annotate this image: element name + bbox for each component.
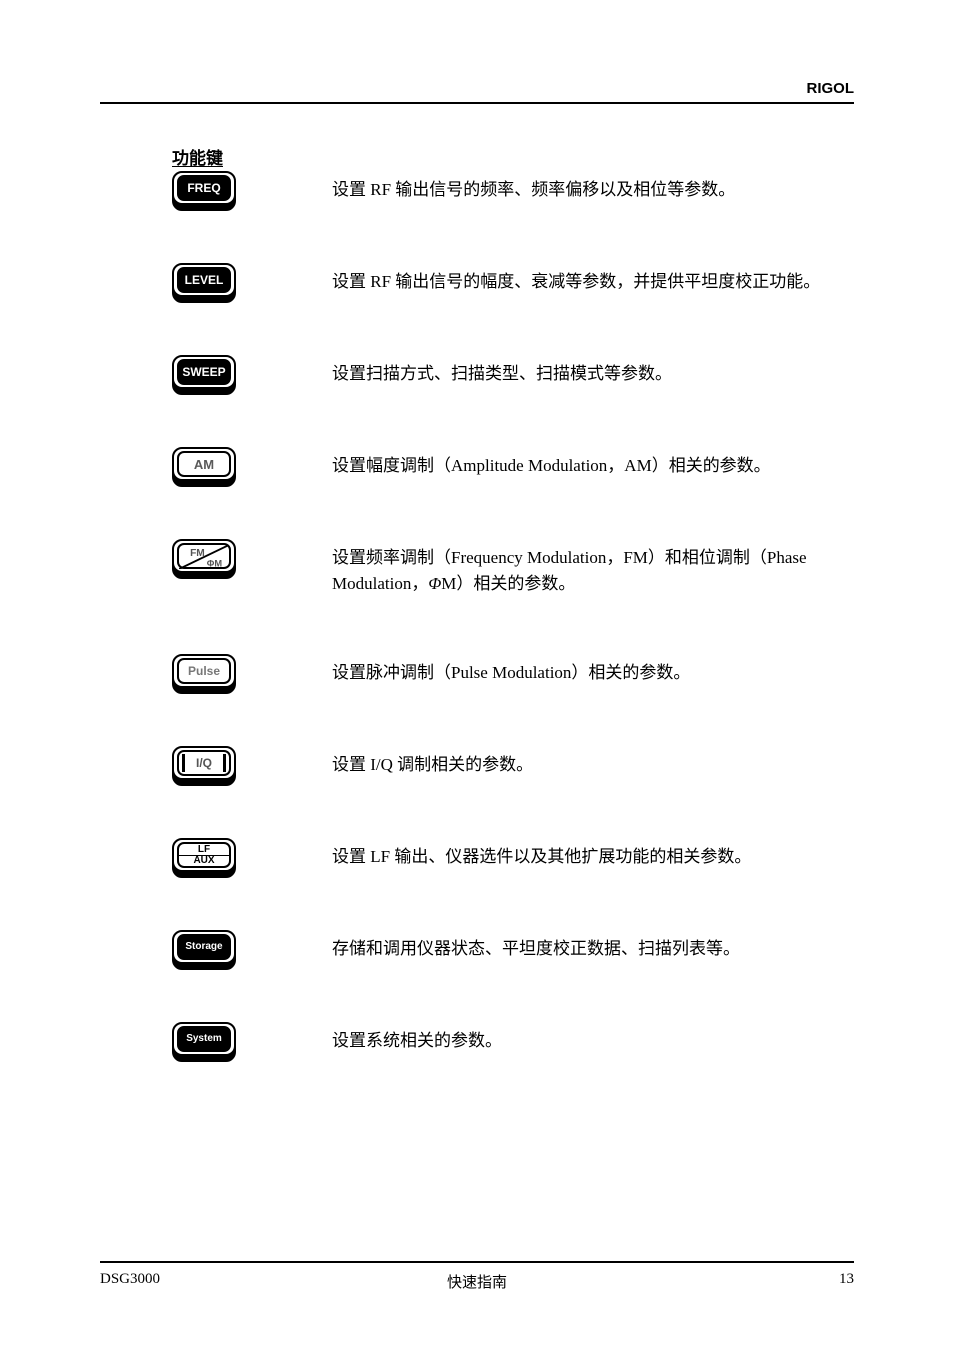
key-label: LEVEL <box>185 274 224 286</box>
row-storage: Storage 存储和调用仪器状态、平坦度校正数据、扫描列表等。 <box>100 930 854 966</box>
key-col: LEVEL <box>168 263 240 299</box>
row-system: System 设置系统相关的参数。 <box>100 1022 854 1058</box>
svg-text:ΦM: ΦM <box>207 558 223 568</box>
row-lf-aux: LF AUX 设置 LF 输出、仪器选件以及其他扩展功能的相关参数。 <box>100 838 854 874</box>
desc: 设置系统相关的参数。 <box>332 1022 854 1054</box>
key-am: AM <box>172 447 236 483</box>
key-storage: Storage <box>172 930 236 966</box>
key-freq: FREQ <box>172 171 236 207</box>
row-fm-phim: FM ΦM 设置频率调制（Frequency Modulation，FM）和相位… <box>100 539 854 598</box>
divider-icon <box>179 855 229 856</box>
desc: 存储和调用仪器状态、平坦度校正数据、扫描列表等。 <box>332 930 854 962</box>
footer-left: DSG3000 <box>100 1271 160 1288</box>
key-col: LF AUX <box>168 838 240 874</box>
page: RIGOL 功能键 FREQ 设置 RF 输出信号的频率、频率偏移以及相位等参数… <box>0 0 954 1098</box>
desc: 设置 RF 输出信号的幅度、衰减等参数，并提供平坦度校正功能。 <box>332 263 854 295</box>
key-col: AM <box>168 447 240 483</box>
key-col: Storage <box>168 930 240 966</box>
key-label: FREQ <box>187 182 220 194</box>
key-col: I/Q <box>168 746 240 782</box>
key-col: Pulse <box>168 654 240 690</box>
footer-center: 快速指南 <box>447 1271 507 1292</box>
desc: 设置脉冲调制（Pulse Modulation）相关的参数。 <box>332 654 854 686</box>
desc: 设置 RF 输出信号的频率、频率偏移以及相位等参数。 <box>332 171 854 203</box>
section-label: 功能键 <box>172 144 854 169</box>
desc: 设置频率调制（Frequency Modulation，FM）和相位调制（Pha… <box>332 539 854 598</box>
key-level: LEVEL <box>172 263 236 299</box>
key-label: I/Q <box>196 757 212 769</box>
footer-right: 13 <box>839 1271 854 1288</box>
key-lf-aux: LF AUX <box>172 838 236 874</box>
key-fm-phim: FM ΦM <box>172 539 236 575</box>
function-key-list: FREQ 设置 RF 输出信号的频率、频率偏移以及相位等参数。 LEVEL 设置… <box>100 171 854 1058</box>
key-system: System <box>172 1022 236 1058</box>
key-col: FREQ <box>168 171 240 207</box>
key-col: FM ΦM <box>168 539 240 575</box>
row-sweep: SWEEP 设置扫描方式、扫描类型、扫描模式等参数。 <box>100 355 854 391</box>
key-col: System <box>168 1022 240 1058</box>
fm-phim-icon: FM ΦM <box>179 545 229 569</box>
row-pulse: Pulse 设置脉冲调制（Pulse Modulation）相关的参数。 <box>100 654 854 690</box>
brand-label: RIGOL <box>807 80 855 97</box>
key-label: Storage <box>185 942 222 952</box>
desc: 设置扫描方式、扫描类型、扫描模式等参数。 <box>332 355 854 387</box>
row-iq: I/Q 设置 I/Q 调制相关的参数。 <box>100 746 854 782</box>
row-level: LEVEL 设置 RF 输出信号的幅度、衰减等参数，并提供平坦度校正功能。 <box>100 263 854 299</box>
desc: 设置幅度调制（Amplitude Modulation，AM）相关的参数。 <box>332 447 854 479</box>
key-label: AM <box>194 458 214 471</box>
key-iq: I/Q <box>172 746 236 782</box>
key-label: Pulse <box>188 665 220 677</box>
row-am: AM 设置幅度调制（Amplitude Modulation，AM）相关的参数。 <box>100 447 854 483</box>
row-freq: FREQ 设置 RF 输出信号的频率、频率偏移以及相位等参数。 <box>100 171 854 207</box>
key-pulse: Pulse <box>172 654 236 690</box>
key-sweep: SWEEP <box>172 355 236 391</box>
page-header: RIGOL <box>100 80 854 104</box>
desc: 设置 LF 输出、仪器选件以及其他扩展功能的相关参数。 <box>332 838 854 870</box>
key-label: System <box>186 1034 222 1044</box>
desc-text: 设置频率调制（Frequency Modulation，FM）和相位调制（Pha… <box>332 548 807 593</box>
desc: 设置 I/Q 调制相关的参数。 <box>332 746 854 778</box>
page-footer: DSG3000 快速指南 13 <box>100 1261 854 1288</box>
key-col: SWEEP <box>168 355 240 391</box>
key-label: SWEEP <box>182 366 225 378</box>
svg-text:FM: FM <box>190 548 205 559</box>
